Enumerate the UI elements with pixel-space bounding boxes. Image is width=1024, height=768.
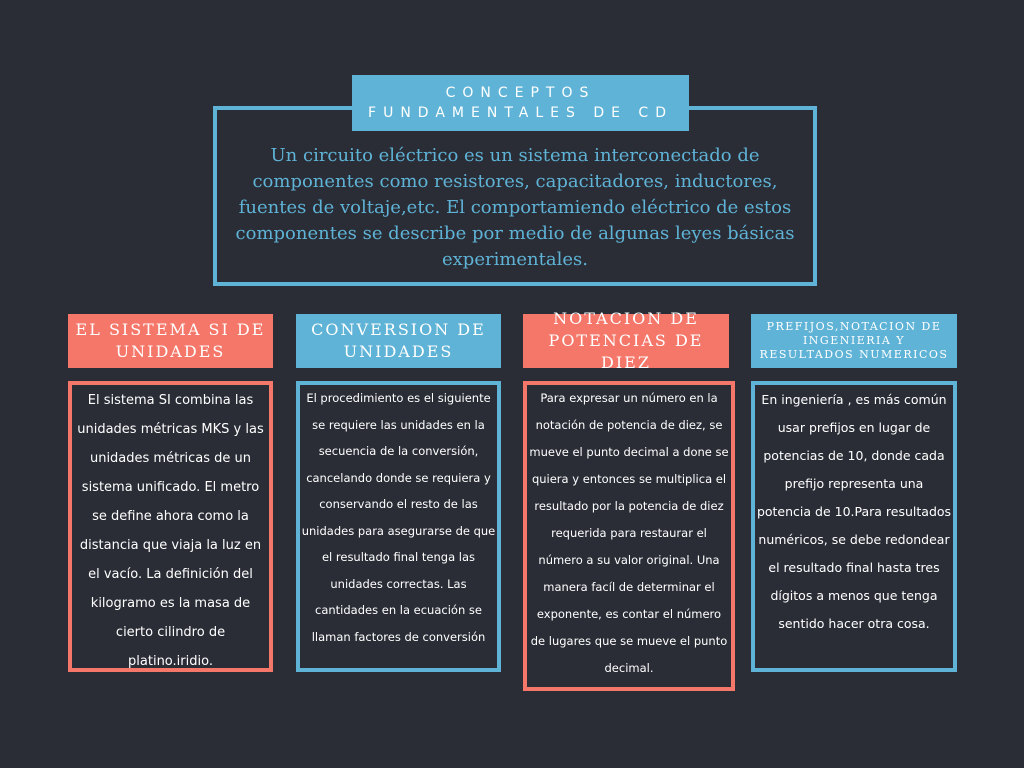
column-text-powers-of-ten: Para expresar un número en la notación d…	[529, 391, 729, 675]
column-box-prefixes: En ingeniería , es más común usar prefij…	[751, 381, 957, 672]
main-title: CONCEPTOS FUNDAMENTALES DE CD	[352, 75, 689, 131]
column-text-si-units: El sistema SI combina las unidades métri…	[77, 393, 264, 669]
column-text-unit-conversion: El procedimiento es el siguiente se requ…	[301, 391, 496, 644]
column-header-powers-of-ten: NOTACION DE POTENCIAS DE DIEZ	[523, 309, 729, 372]
column-header-unit-conversion: CONVERSION DE UNIDADES	[296, 314, 501, 368]
main-description: Un circuito eléctrico es un sistema inte…	[235, 145, 795, 270]
column-header-prefixes: PREFIJOS,NOTACION DE INGENIERIA Y RESULT…	[751, 314, 957, 368]
column-header-si-units: EL SISTEMA SI DE UNIDADES	[68, 314, 273, 368]
column-box-unit-conversion: El procedimiento es el siguiente se requ…	[296, 381, 501, 672]
column-box-si-units: El sistema SI combina las unidades métri…	[68, 381, 273, 672]
column-text-prefixes: En ingeniería , es más común usar prefij…	[756, 392, 952, 631]
column-box-powers-of-ten: Para expresar un número en la notación d…	[523, 381, 735, 691]
